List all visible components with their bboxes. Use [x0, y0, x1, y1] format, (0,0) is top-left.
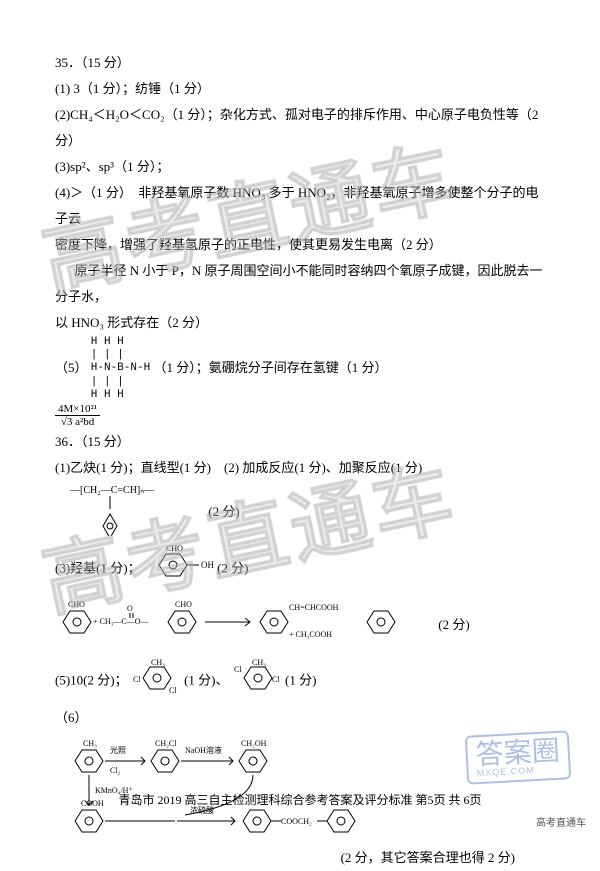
page-footer: 青岛市 2019 高三自主检测理科综合参考答案及评分标准 第5页 共 6页	[0, 788, 600, 812]
svg-text:COOCH₂: COOCH₂	[281, 817, 312, 826]
q35-p4c: 原子半径 N 小于 P，N 原子周围空间小不能同时容纳四个氧原子成键，因此脱去一…	[55, 258, 545, 310]
svg-text:Cl: Cl	[234, 665, 242, 674]
dichloro-2-icon: Cl CH₃ Cl	[232, 658, 282, 705]
q36-p4-row: CHO + CH₃—C—O— O CHO CH=CHCOOH + CH₃COOH	[55, 594, 545, 658]
fraction-num: 4M×10²¹	[55, 403, 100, 416]
svg-text:+ CH₃COOH: + CH₃COOH	[289, 630, 332, 639]
svg-text:+ CH₃—C—O—: + CH₃—C—O—	[93, 617, 150, 626]
q36-p4-tail: (2 分)	[438, 617, 469, 632]
svg-text:CH=CHCOOH: CH=CHCOOH	[289, 603, 339, 612]
svg-text:CHO: CHO	[166, 545, 183, 553]
q36-p3-row: (3)羟基(1 分)； OH CHO (2 分)	[55, 545, 545, 594]
reaction-4-icon: CHO + CH₃—C—O— O CHO CH=CHCOOH + CH₃COOH	[55, 594, 435, 658]
q36-header: 36．（15 分）	[55, 429, 545, 455]
fraction-den: √3 a²bd	[55, 416, 100, 428]
q35-p5-tail: （1 分）；氨硼烷分子间存在氢键（1 分）	[153, 360, 387, 375]
q35-p6-fraction: 4M×10²¹ √3 a²bd	[55, 402, 545, 429]
svg-text:Cl₂: Cl₂	[110, 766, 121, 775]
q35-p5-line: （5） H H H | | | H-N-B-N-H | | | H H H （1…	[55, 336, 545, 402]
svg-text:光照: 光照	[110, 745, 126, 755]
svg-text:CH₃: CH₃	[83, 739, 97, 748]
q36-p2-tail: (2 分)	[208, 504, 239, 519]
q35-p2: (2)CH₄＜H₂O＜CO₂（1 分）；杂化方式、孤对电子的排斥作用、中心原子电…	[55, 102, 545, 154]
brand-label: 高考直通车	[534, 814, 588, 834]
svg-text:NaOH溶液: NaOH溶液	[185, 745, 222, 755]
q36-polymer-row: —[CH₂—C=CH]ₙ— (2 分)	[55, 481, 545, 545]
q35-p5-prefix: （5）	[55, 360, 88, 375]
q36-p1: (1)乙炔(1 分)；直线型(1 分) (2) 加成反应(1 分)、加聚反应(1…	[55, 455, 545, 481]
svg-text:Cl: Cl	[272, 675, 280, 684]
svg-text:O: O	[127, 604, 133, 613]
answer-stamp: 答案圈 MXQE.COM	[465, 730, 571, 784]
svg-text:—[CH₂—C=CH]ₙ—: —[CH₂—C=CH]ₙ—	[69, 485, 155, 496]
q36-p5b: (1 分)、	[184, 672, 228, 687]
q36-p6: （6）	[55, 705, 545, 731]
q36-p5-row: (5)10(2 分)； Cl CH₃ Cl (1 分)、 Cl CH₃ Cl (…	[55, 658, 545, 705]
q36-p6-tail: (2 分，其它答案合理也得 2 分)	[55, 845, 545, 871]
q35-p4a: (4)＞（1 分） 非羟基氧原子数 HNO₃ 多于 HNO₂，非羟基氧原子增多使…	[55, 180, 545, 232]
q35-p3: (3)sp²、sp³（1 分）；	[55, 154, 545, 180]
svg-text:CHO: CHO	[175, 600, 192, 609]
q35-aminoborane-struct: H H H | | | H-N-B-N-H | | | H H H	[91, 336, 150, 402]
fraction: 4M×10²¹ √3 a²bd	[55, 403, 100, 428]
q35-p4d: 以 HNO₃ 形式存在（2 分）	[55, 310, 545, 336]
q35-p4b: 密度下降，增强了羟基氢原子的正电性，使其更易发生电离（2 分）	[55, 232, 545, 258]
q36-p3: (3)羟基(1 分)；	[55, 560, 141, 575]
dichloro-1-icon: Cl CH₃ Cl	[131, 658, 181, 705]
q36-p3-tail: (2 分)	[217, 560, 248, 575]
svg-text:CH₂Cl: CH₂Cl	[155, 739, 177, 748]
svg-text:Cl: Cl	[133, 675, 141, 684]
stamp-sub: MXQE.COM	[477, 765, 561, 778]
q36-p5a: (5)10(2 分)；	[55, 672, 128, 687]
q35-p1: (1) 3（1 分）；纺锤（1 分）	[55, 76, 545, 102]
svg-text:CH₃: CH₃	[252, 658, 266, 667]
svg-text:CH₂OH: CH₂OH	[241, 739, 267, 748]
svg-text:OH: OH	[201, 560, 214, 570]
q35-header: 35．（15 分）	[55, 50, 545, 76]
stamp-text: 答案圈	[475, 735, 561, 770]
svg-text:CHO: CHO	[68, 600, 85, 609]
svg-text:CH₃: CH₃	[151, 658, 165, 667]
hydroxyl-structure-icon: OH CHO	[144, 545, 214, 594]
svg-text:Cl: Cl	[169, 686, 177, 695]
polymer-structure-icon: —[CH₂—C=CH]ₙ—	[55, 481, 205, 545]
q36-p5c: (1 分)	[285, 672, 316, 687]
